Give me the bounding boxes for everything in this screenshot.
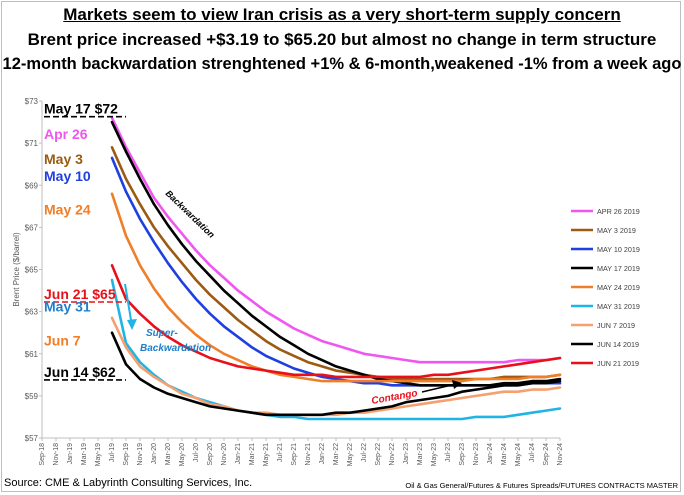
series-line-1: [110, 116, 562, 364]
x-tick-label: Sep-24: [543, 443, 550, 466]
y-tick-label: $61: [25, 350, 39, 359]
legend-label: MAY 24 2019: [597, 283, 640, 292]
x-tick-label: Mar-19: [81, 443, 88, 465]
series-line-4: [110, 120, 562, 387]
y-tick-label: $63: [25, 308, 39, 317]
x-tick-label: May-19: [95, 443, 102, 466]
contango-arrow: [421, 383, 457, 393]
curve-label: Jun 14 $62: [44, 364, 116, 380]
x-tick-label: May-20: [179, 443, 186, 466]
x-tick-label: Jul-21: [277, 443, 284, 462]
x-tick-label: Nov-19: [137, 443, 144, 466]
x-tick-label: Sep-22: [375, 443, 382, 466]
legend-label: MAY 10 2019: [597, 245, 640, 254]
chart-subtitle-2: 12-month backwardation strenghtened +1% …: [2, 55, 682, 73]
source-note: Source: CME & Labyrinth Consulting Servi…: [4, 477, 253, 489]
super-backwardation-arrowhead: [127, 319, 137, 330]
series-line-7: [110, 316, 562, 417]
credit-note: Oil & Gas General/Futures & Futures Spre…: [405, 481, 678, 490]
x-tick-label: Sep-19: [123, 443, 130, 466]
x-tick-label: Nov-21: [305, 443, 312, 466]
x-tick-label: Jan-22: [319, 443, 326, 465]
x-tick-label: Nov-18: [53, 443, 60, 466]
x-tick-label: Jan-23: [403, 443, 410, 465]
legend-label: JUN 14 2019: [597, 340, 639, 349]
contango-arrowhead: [452, 380, 462, 389]
x-tick-label: Sep-23: [459, 443, 466, 466]
curve-label: May 10: [44, 168, 91, 184]
x-tick-label: Nov-22: [389, 443, 396, 466]
super-backwardation-annotation: Super-: [146, 328, 178, 339]
x-tick-label: Mar-22: [333, 443, 340, 465]
series-line-6: [110, 278, 562, 421]
x-tick-label: May-22: [347, 443, 354, 466]
x-tick-label: Mar-24: [501, 443, 508, 465]
legend-label: MAY 17 2019: [597, 264, 640, 273]
curve-label: Apr 26: [44, 126, 88, 142]
x-tick-label: Jan-24: [487, 443, 494, 465]
x-tick-label: Jul-19: [109, 443, 116, 462]
super-backwardation-annotation: Backwardation: [140, 343, 211, 354]
y-tick-label: $73: [25, 97, 39, 106]
x-tick-label: May-21: [263, 443, 270, 466]
legend-label: MAY 3 2019: [597, 226, 636, 235]
backwardation-annotation: Backwardation: [164, 188, 217, 240]
x-tick-label: Mar-20: [165, 443, 172, 465]
x-tick-label: Jul-24: [529, 443, 536, 462]
legend-label: JUN 7 2019: [597, 321, 635, 330]
legend-label: APR 26 2019: [597, 207, 640, 216]
x-tick-label: Mar-23: [417, 443, 424, 465]
x-tick-label: Mar-21: [249, 443, 256, 465]
x-tick-label: Sep-20: [207, 443, 214, 466]
chart-title: Markets seem to view Iran crisis as a ve…: [63, 5, 621, 24]
series-line-5: [110, 192, 562, 383]
x-tick-label: Nov-24: [557, 443, 564, 466]
x-tick-label: Jan-21: [235, 443, 242, 465]
chart-subtitle-1: Brent price increased +$3.19 to $65.20 b…: [27, 30, 657, 49]
x-tick-label: Jan-19: [67, 443, 74, 465]
x-tick-label: May-24: [515, 443, 522, 466]
curve-label: Jun 7: [44, 332, 81, 348]
x-tick-label: Jul-22: [361, 443, 368, 462]
series-line-9: [110, 263, 562, 379]
contango-annotation: Contango: [371, 388, 419, 407]
y-tick-label: $69: [25, 181, 39, 190]
x-tick-label: Nov-23: [473, 443, 480, 466]
y-tick-label: $67: [25, 223, 39, 232]
x-tick-label: Jan-20: [151, 443, 158, 465]
curve-label: May 31: [44, 299, 91, 315]
y-tick-label: $59: [25, 392, 39, 401]
x-tick-label: Sep-18: [39, 443, 46, 466]
curve-label: Jun 21 $65: [44, 286, 116, 302]
curve-label: May 24: [44, 202, 91, 218]
y-axis-label: Brent Price ($/barrel): [12, 232, 21, 307]
y-tick-label: $71: [25, 139, 39, 148]
legend-label: MAY 31 2019: [597, 302, 640, 311]
series-line-8: [110, 331, 562, 417]
super-backwardation-arrow: [124, 283, 133, 327]
curve-label: May 17 $72: [44, 101, 118, 117]
x-tick-label: Jul-23: [445, 443, 452, 462]
y-tick-label: $65: [25, 266, 39, 275]
x-tick-label: Jul-20: [193, 443, 200, 462]
curve-label: May 3: [44, 151, 83, 167]
y-tick-label: $57: [25, 434, 39, 443]
legend-label: JUN 21 2019: [597, 359, 639, 368]
x-tick-label: Nov-20: [221, 443, 228, 466]
x-tick-label: Sep-21: [291, 443, 298, 466]
x-tick-label: May-23: [431, 443, 438, 466]
